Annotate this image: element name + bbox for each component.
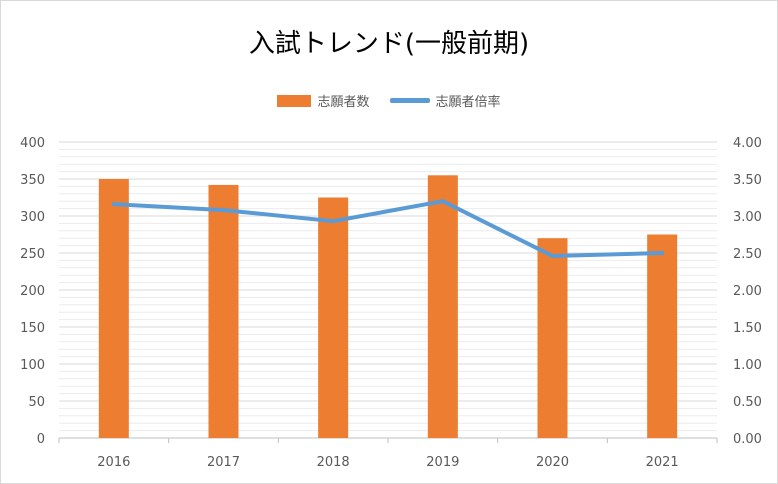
ratio-point xyxy=(660,251,665,255)
y-axis-tick-label: 400 xyxy=(20,136,45,151)
legend-item-applicants: 志願者数 xyxy=(277,91,370,110)
ratio-point xyxy=(221,208,226,213)
y2-axis-tick-label: 2.50 xyxy=(733,247,762,262)
legend-item-ratio: 志願者倍率 xyxy=(389,91,501,110)
y2-axis-tick-label: 0.50 xyxy=(733,395,762,410)
bar xyxy=(318,197,349,438)
x-axis-tick-label: 2018 xyxy=(317,455,350,470)
y2-axis-tick-label: 3.50 xyxy=(733,173,762,188)
y-axis-tick-label: 200 xyxy=(20,284,45,299)
y2-axis-tick-label: 1.50 xyxy=(733,321,762,336)
y-axis-tick-label: 300 xyxy=(20,210,45,225)
legend: 志願者数 志願者倍率 xyxy=(1,91,777,110)
y-axis-tick-label: 0 xyxy=(37,432,45,447)
y2-axis-tick-label: 3.00 xyxy=(733,210,762,225)
x-axis-tick-label: 2020 xyxy=(536,455,569,470)
ratio-point xyxy=(440,199,445,204)
ratio-point xyxy=(111,202,116,207)
legend-bar-swatch xyxy=(277,94,312,107)
y-axis-tick-label: 50 xyxy=(28,395,45,410)
y-axis-tick-label: 150 xyxy=(20,321,45,336)
bar xyxy=(647,234,678,438)
y2-axis-tick-label: 0.00 xyxy=(733,432,762,447)
x-axis-tick-label: 2021 xyxy=(646,455,679,470)
bar xyxy=(208,184,239,438)
chart-title: 入試トレンド(一般前期) xyxy=(248,29,530,59)
bar xyxy=(537,238,568,438)
bar xyxy=(427,175,458,439)
x-axis-tick-label: 2019 xyxy=(426,455,459,470)
x-axis-tick-label: 2017 xyxy=(207,455,240,470)
ratio-line xyxy=(111,199,665,258)
ratio-point xyxy=(331,219,336,224)
y2-axis-tick-label: 2.00 xyxy=(733,284,762,299)
y-axis-tick-label: 100 xyxy=(20,358,45,373)
x-axis-tick-label: 2016 xyxy=(97,455,130,470)
y-axis-tick-label: 250 xyxy=(20,247,45,262)
bar xyxy=(98,179,129,438)
y2-axis-tick-label: 4.00 xyxy=(733,136,762,151)
ratio-point xyxy=(550,253,555,258)
legend-line-swatch xyxy=(389,98,430,103)
legend-label-applicants: 志願者数 xyxy=(317,95,370,110)
y-axis-tick-label: 350 xyxy=(20,173,45,188)
legend-label-ratio: 志願者倍率 xyxy=(435,95,501,110)
y2-axis-tick-label: 1.00 xyxy=(733,358,762,373)
